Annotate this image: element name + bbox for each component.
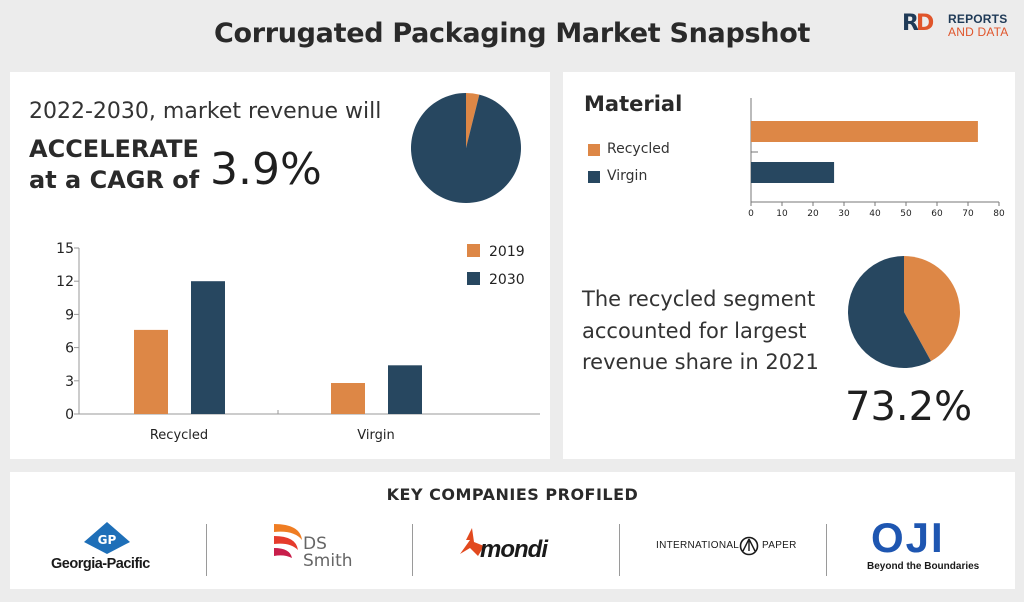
cagr-value: 3.9%	[210, 144, 322, 195]
bar-virgin-2030	[388, 365, 422, 414]
svg-text:GP: GP	[98, 533, 117, 547]
legend-recycled-label: Recycled	[607, 141, 670, 157]
segment-pie-chart	[848, 256, 960, 368]
oji-logo-icon: OJI	[871, 514, 945, 561]
headline-accelerate: ACCELERATE at a CAGR of	[29, 134, 199, 196]
divider	[619, 524, 620, 576]
oji-logo[interactable]: OJI Beyond the Boundaries	[867, 514, 980, 578]
x-tick-label: Recycled	[150, 428, 208, 443]
divider	[826, 524, 827, 576]
x-tick-label: 70	[962, 209, 974, 219]
segment-pie-slice-1	[848, 256, 931, 368]
ds-smith-logo[interactable]: DS Smith	[272, 522, 362, 574]
key-companies-panel: KEY COMPANIES PROFILED GP Georgia-Pacifi…	[10, 472, 1015, 589]
hbar-recycled	[751, 121, 978, 142]
x-tick-label: 40	[869, 209, 881, 219]
legend-recycled-swatch	[588, 144, 600, 156]
legend-label-2019: 2019	[489, 244, 525, 260]
y-tick-label: 3	[65, 374, 74, 390]
cagr-pie-chart	[411, 93, 521, 203]
bar-virgin-2019	[331, 383, 365, 414]
divider	[206, 524, 207, 576]
mondi-name: mondi	[480, 536, 548, 563]
accelerate-text: ACCELERATE	[29, 135, 199, 163]
page-title: Corrugated Packaging Market Snapshot	[213, 18, 811, 49]
brand-line-1: REPORTS	[948, 12, 1008, 26]
x-tick-label: 30	[838, 209, 850, 219]
material-title: Material	[584, 92, 683, 116]
cagr-pie-slice-0	[466, 93, 480, 148]
international-paper-right: PAPER	[762, 540, 797, 551]
segment-percent: 73.2%	[845, 384, 973, 430]
bar-recycled-2019	[134, 329, 168, 414]
cagr-label: at a CAGR of	[29, 166, 200, 194]
ds-smith-line-2: Smith	[303, 551, 353, 571]
georgia-pacific-logo[interactable]: GP Georgia-Pacific	[48, 522, 168, 580]
legend-virgin-swatch	[588, 171, 600, 183]
material-hbar-chart: 0 10 20 30 40 50 60 70 80	[748, 98, 1005, 219]
mondi-logo-icon	[460, 528, 484, 556]
divider	[412, 524, 413, 576]
legend-swatch-2019	[467, 244, 480, 257]
segment-bar-chart: 0 3 6 9 12 15 Recycled Virgin 2019 2030	[56, 241, 540, 443]
x-tick-label: 80	[993, 209, 1005, 219]
international-paper-logo[interactable]: INTERNATIONAL PAPER	[656, 536, 796, 558]
legend-label-2030: 2030	[489, 272, 525, 288]
segment-share-text: The recycled segment accounted for large…	[582, 287, 819, 374]
international-paper-logo-icon	[739, 536, 759, 556]
oji-tagline: Beyond the Boundaries	[867, 561, 980, 572]
key-companies-title: KEY COMPANIES PROFILED	[386, 485, 639, 504]
x-tick-label: 50	[900, 209, 912, 219]
x-tick-label: 20	[807, 209, 819, 219]
legend-virgin-label: Virgin	[607, 168, 648, 184]
x-tick-label: 60	[931, 209, 943, 219]
segment-pie-slice-0	[904, 256, 960, 362]
x-tick-label: Virgin	[357, 428, 394, 443]
headline-line-1: 2022-2030, market revenue will	[29, 99, 382, 124]
reports-and-data-logo[interactable]: RD REPORTS AND DATA	[902, 10, 1020, 44]
ds-smith-logo-icon	[274, 524, 302, 558]
brand-line-2: AND DATA	[948, 25, 1009, 39]
x-tick-label: 0	[748, 209, 754, 219]
bar-recycled-2030	[191, 281, 225, 414]
ds-smith-line-1: DS	[303, 534, 327, 554]
legend-swatch-2030	[467, 272, 480, 285]
gp-logo-icon: GP	[84, 522, 130, 554]
international-paper-left: INTERNATIONAL	[656, 540, 740, 551]
y-tick-label: 12	[56, 274, 74, 290]
georgia-pacific-name: Georgia-Pacific	[51, 556, 150, 572]
y-tick-label: 15	[56, 241, 74, 257]
cagr-panel: 2022-2030, market revenue will ACCELERAT…	[10, 72, 550, 459]
x-tick-label: 10	[776, 209, 788, 219]
mondi-logo[interactable]: mondi	[458, 528, 568, 570]
y-tick-label: 9	[65, 307, 74, 323]
y-tick-label: 0	[65, 407, 74, 423]
y-tick-label: 6	[65, 341, 74, 357]
cagr-pie-slice-1	[411, 93, 521, 203]
hbar-virgin	[751, 162, 835, 183]
material-panel: Material Recycled Virgin 0 10 20 30 40 50 60 70…	[563, 72, 1015, 459]
rd-mark-icon: RD	[902, 11, 934, 36]
